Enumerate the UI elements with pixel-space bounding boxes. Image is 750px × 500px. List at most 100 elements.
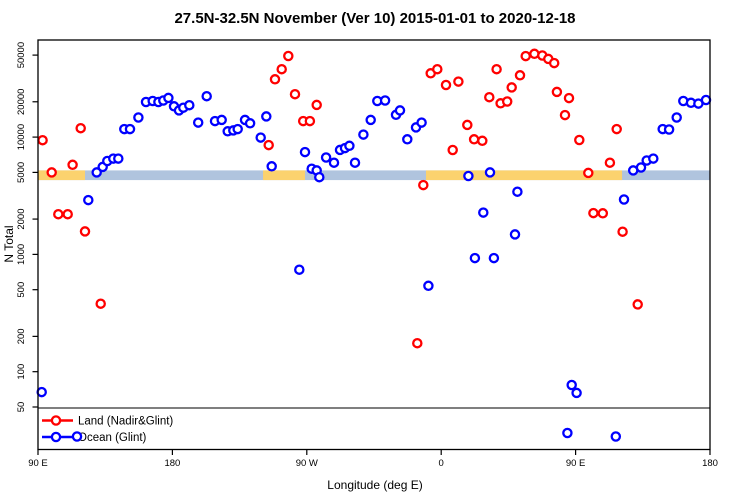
land-point xyxy=(311,99,322,111)
land-point xyxy=(597,208,609,219)
land-point xyxy=(79,226,91,237)
land-point xyxy=(484,91,495,103)
ocean-point xyxy=(610,431,622,442)
y-tick-label: 5000 xyxy=(16,162,27,183)
ocean-point xyxy=(394,105,406,116)
x-tick-label: 90 E xyxy=(28,458,48,469)
ocean-point xyxy=(201,90,212,102)
land-point xyxy=(477,135,488,147)
ocean-point xyxy=(244,118,256,129)
ocean-point xyxy=(261,111,272,122)
x-axis-label: Longitude (deg E) xyxy=(327,478,423,492)
ocean-point xyxy=(648,153,659,164)
land-point xyxy=(611,123,622,135)
land-point xyxy=(632,299,643,310)
ocean-point xyxy=(192,117,204,128)
ocean-point xyxy=(469,252,481,264)
legend-marker xyxy=(50,415,62,426)
land-point xyxy=(520,50,531,62)
ocean-point xyxy=(509,229,521,240)
land-point xyxy=(269,74,281,85)
ocean-point xyxy=(358,129,369,140)
ocean-point xyxy=(478,207,489,218)
y-tick-label: 50000 xyxy=(16,42,27,68)
land-point xyxy=(468,134,480,145)
land-point xyxy=(604,157,616,168)
land-point xyxy=(46,167,57,178)
legend-marker xyxy=(50,431,62,443)
land-point xyxy=(418,179,429,191)
ocean-point xyxy=(365,114,376,126)
ocean-point xyxy=(320,152,332,163)
ocean-point xyxy=(379,95,391,106)
land-point xyxy=(67,159,78,171)
ocean-point xyxy=(314,171,325,183)
land-point xyxy=(75,122,86,134)
land-point xyxy=(588,207,599,219)
land-point xyxy=(548,57,560,69)
land-point xyxy=(289,88,301,100)
ocean-point xyxy=(133,112,144,123)
land-point xyxy=(583,167,594,179)
land-point xyxy=(263,139,274,151)
ocean-point xyxy=(618,194,630,205)
land-point xyxy=(95,298,106,309)
y-tick-label: 10000 xyxy=(16,124,27,150)
land-point xyxy=(304,115,316,127)
land-point xyxy=(491,63,502,75)
land-point xyxy=(432,63,443,75)
legend-label: Land (Nadir&Glint) xyxy=(78,416,173,428)
ocean-point xyxy=(266,161,277,172)
ocean-point xyxy=(83,194,94,206)
ocean-point xyxy=(635,162,647,173)
land-point xyxy=(514,70,526,81)
land-band-segment xyxy=(425,170,623,181)
ocean-point xyxy=(671,112,682,123)
land-point xyxy=(37,134,48,146)
y-tick-label: 50 xyxy=(16,402,27,413)
land-point xyxy=(574,134,585,146)
x-tick-label: 180 xyxy=(164,458,180,469)
ocean-point xyxy=(163,92,174,104)
ocean-point xyxy=(566,379,577,391)
land-point xyxy=(559,109,571,121)
ocean-point xyxy=(255,132,266,143)
ocean-point xyxy=(294,264,305,275)
ocean-point xyxy=(700,94,712,106)
land-point xyxy=(283,50,294,62)
ocean-point xyxy=(216,114,227,126)
ocean-point xyxy=(124,123,136,135)
x-tick-label: 180 xyxy=(702,458,718,469)
land-band-segment xyxy=(263,170,306,181)
land-point xyxy=(440,79,452,91)
chart-title: 27.5N-32.5N November (Ver 10) 2015-01-01… xyxy=(174,10,576,27)
ocean-point xyxy=(349,157,361,168)
ocean-point xyxy=(484,167,496,178)
ocean-point xyxy=(344,140,355,152)
land-point xyxy=(551,86,563,98)
ocean-point xyxy=(328,157,340,168)
plot-border xyxy=(37,39,711,451)
land-point xyxy=(53,208,64,220)
ocean-point xyxy=(184,99,195,111)
y-tick-label: 2000 xyxy=(16,209,27,230)
ocean-point xyxy=(71,431,83,442)
ocean-point xyxy=(423,280,434,292)
ocean-point xyxy=(299,146,311,158)
x-tick-label: 0 xyxy=(439,458,444,469)
x-tick-label: 90 E xyxy=(566,458,586,469)
y-tick-label: 20000 xyxy=(16,89,27,115)
ocean-point xyxy=(488,252,500,264)
ocean-point xyxy=(562,427,573,439)
land-point xyxy=(563,92,575,104)
land-point xyxy=(453,76,464,87)
ocean-band xyxy=(38,170,710,181)
land-point xyxy=(412,337,423,349)
ocean-point xyxy=(36,386,47,398)
ocean-point xyxy=(416,117,427,128)
land-band-segment xyxy=(38,170,86,181)
land-point xyxy=(462,119,473,131)
ocean-point xyxy=(663,124,675,135)
